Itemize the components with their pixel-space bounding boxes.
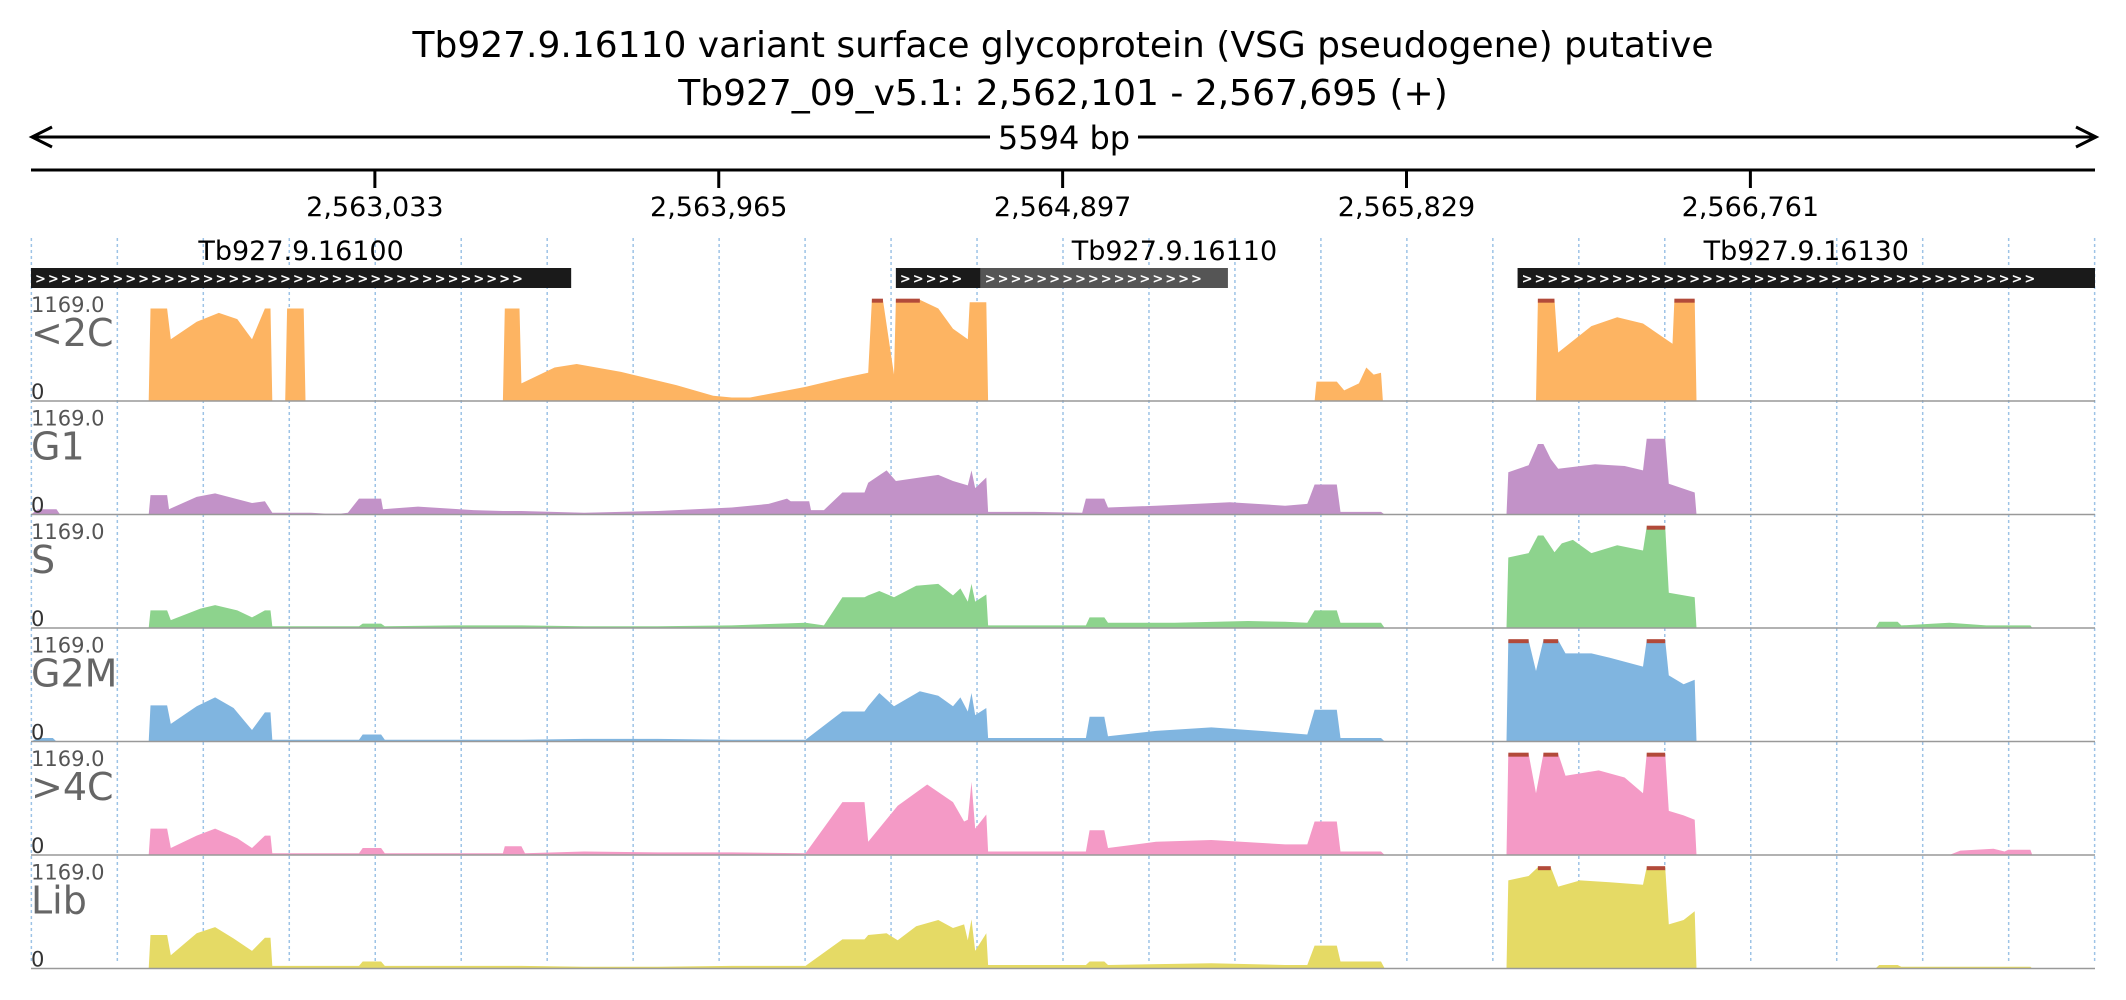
clip-marker bbox=[1543, 752, 1559, 757]
clip-marker bbox=[1646, 525, 1666, 530]
scale-bar-label-bg bbox=[990, 118, 1138, 156]
clip-marker bbox=[1508, 639, 1529, 644]
strand-arrows: >>>>>>>>>>>>>>>>>>>>>>>>>>>>>>>>>>>>>>>> bbox=[1522, 272, 2038, 287]
clip-marker bbox=[871, 298, 883, 303]
track-name: S bbox=[31, 538, 55, 582]
chart-title: Tb927.9.16110 variant surface glycoprote… bbox=[412, 25, 1714, 66]
gene-label: Tb927.9.16130 bbox=[1703, 236, 1909, 267]
coverage-area bbox=[31, 299, 2095, 401]
coverage-area bbox=[31, 753, 2095, 855]
y-max-label: 1169.0 bbox=[31, 293, 104, 317]
coverage-area bbox=[31, 526, 2095, 628]
track-1: 1169.0 0 G1 bbox=[31, 407, 2095, 518]
track-name: Lib bbox=[31, 879, 87, 923]
track-5: 1169.0 0 Lib bbox=[31, 861, 2095, 972]
clip-marker bbox=[1646, 639, 1666, 644]
gene-label: Tb927.9.16100 bbox=[197, 236, 403, 267]
y-min-label: 0 bbox=[31, 948, 44, 972]
track-name: G2M bbox=[31, 652, 117, 696]
clip-marker bbox=[895, 298, 920, 303]
gene-feature bbox=[1517, 268, 2095, 288]
gene-feature bbox=[895, 268, 981, 288]
y-min-label: 0 bbox=[31, 380, 44, 404]
coverage-area bbox=[31, 438, 2095, 515]
coverage-area bbox=[31, 640, 2095, 742]
locus-subtitle: Tb927_09_v5.1: 2,562,101 - 2,567,695 (+) bbox=[678, 73, 1448, 114]
x-tick-label: 2,563,965 bbox=[650, 192, 787, 223]
y-max-label: 1169.0 bbox=[31, 747, 104, 771]
track-0: 1169.0 0 <2C bbox=[31, 293, 2095, 404]
clip-marker bbox=[1646, 866, 1666, 871]
y-max-label: 1169.0 bbox=[31, 861, 104, 885]
track-name: G1 bbox=[31, 425, 85, 469]
y-min-label: 0 bbox=[31, 494, 44, 518]
strand-arrows: >>>>>>>>>>>>>>>>> bbox=[985, 272, 1204, 287]
y-max-label: 1169.0 bbox=[31, 634, 104, 658]
clip-marker bbox=[1537, 866, 1551, 871]
x-tick-label: 2,563,033 bbox=[306, 192, 443, 223]
bp-length-label: 5594 bp bbox=[998, 119, 1130, 157]
clip-marker bbox=[1543, 639, 1559, 644]
track-3: 1169.0 0 G2M bbox=[31, 634, 2095, 745]
strand-arrows: >>>>> bbox=[900, 272, 964, 287]
clip-marker bbox=[1646, 752, 1666, 757]
x-axis: 2,563,033 2,563,965 2,564,897 2,565,829 2,56… bbox=[31, 168, 2095, 223]
gene-feature bbox=[31, 268, 572, 288]
clip-marker bbox=[1674, 298, 1695, 303]
y-min-label: 0 bbox=[31, 721, 44, 745]
arrow-right-icon bbox=[2075, 125, 2100, 149]
coverage-area bbox=[31, 867, 2095, 969]
clip-marker bbox=[1508, 752, 1529, 757]
track-2: 1169.0 0 S bbox=[31, 520, 2095, 631]
gene-track: >>>>>>>>>>>>>>>>>>>>>>>>>>>>>>>>>>>>>> Tb… bbox=[31, 236, 2095, 288]
y-max-label: 1169.0 bbox=[31, 407, 104, 431]
y-max-label: 1169.0 bbox=[31, 520, 104, 544]
y-min-label: 0 bbox=[31, 834, 44, 858]
x-tick-label: 2,566,761 bbox=[1682, 192, 1819, 223]
coverage-tracks: 1169.00<2C1169.00G11169.00S1169.00G2M116… bbox=[31, 293, 2095, 972]
track-4: 1169.0 0 >4C bbox=[31, 747, 2095, 858]
scale-bar: 5594 bp bbox=[28, 118, 2100, 157]
track-name: >4C bbox=[31, 765, 114, 809]
y-min-label: 0 bbox=[31, 607, 44, 631]
gene-feature bbox=[980, 268, 1228, 288]
clip-marker bbox=[1537, 298, 1555, 303]
x-tick-label: 2,565,829 bbox=[1338, 192, 1475, 223]
strand-arrows: >>>>>>>>>>>>>>>>>>>>>>>>>>>>>>>>>>>>>> bbox=[35, 272, 525, 287]
track-name: <2C bbox=[31, 311, 114, 355]
arrow-left-icon bbox=[28, 125, 53, 149]
x-tick-label: 2,564,897 bbox=[994, 192, 1131, 223]
gene-label: Tb927.9.16110 bbox=[1071, 236, 1277, 267]
